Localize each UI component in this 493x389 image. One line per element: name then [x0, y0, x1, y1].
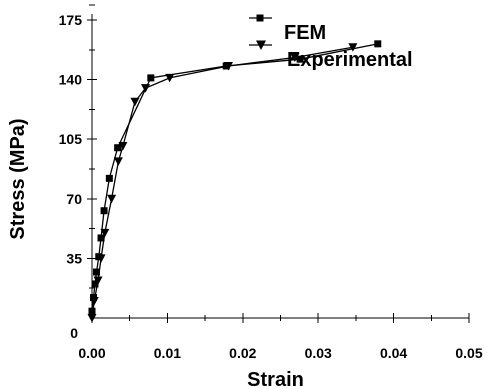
x-tick-label: 0.04	[380, 345, 407, 361]
y-ticks: 0 35 70 105 140 175	[59, 4, 97, 341]
y-tick-label: 70	[66, 191, 82, 207]
legend: FEM Experimental	[249, 14, 413, 71]
x-tick-label: 0.02	[229, 345, 256, 361]
legend-label-experimental: Experimental	[287, 49, 413, 71]
x-tick-label: 0.05	[455, 345, 482, 361]
legend-item-experimental: Experimental	[249, 40, 413, 71]
experimental-data-point	[223, 61, 233, 71]
fem-data-point	[91, 280, 99, 288]
y-tick-label: 175	[59, 12, 83, 28]
experimental-data-point	[118, 142, 128, 151]
y-tick-label: 105	[59, 131, 83, 147]
experimental-data-point	[93, 276, 103, 286]
x-tick-label: 0.03	[305, 345, 332, 361]
fem-data-point	[296, 55, 304, 63]
legend-marker-fem	[256, 14, 264, 22]
experimental-series-line	[91, 46, 353, 319]
experimental-data-point	[89, 296, 99, 306]
experimental-data-point	[348, 43, 358, 52]
experimental-data-point	[165, 73, 175, 83]
fem-data-point	[88, 307, 96, 315]
y-tick-label: 35	[66, 250, 82, 266]
x-ticks: 0.00 0.01 0.02 0.03 0.04 0.05	[78, 313, 483, 361]
fem-series-line	[91, 43, 378, 312]
legend-marker-experimental	[256, 40, 266, 50]
fem-data-point	[93, 268, 101, 276]
x-axis-title: Strain	[247, 369, 304, 389]
y-axis-title: Stress (MPa)	[7, 118, 29, 239]
experimental-data-point	[100, 228, 110, 238]
y-tick-label: 0	[70, 325, 78, 341]
x-tick-label: 0.00	[78, 345, 105, 361]
x-tick-label: 0.01	[154, 345, 181, 361]
experimental-data-point	[107, 194, 117, 204]
experimental-data-point	[290, 53, 300, 62]
fem-data-point	[147, 74, 155, 82]
legend-label-fem: FEM	[284, 22, 326, 44]
fem-data-point	[100, 207, 108, 215]
y-tick-label: 140	[59, 72, 83, 88]
experimental-data-point	[96, 254, 106, 263]
experimental-data-point	[141, 84, 151, 93]
experimental-series	[87, 43, 358, 323]
fem-data-point	[97, 234, 105, 242]
legend-item-fem: FEM	[249, 14, 326, 44]
experimental-data-point	[113, 157, 123, 166]
experimental-data-point	[130, 97, 140, 107]
experimental-data-point	[87, 314, 97, 323]
fem-series	[88, 40, 382, 315]
fem-data-point	[374, 40, 382, 48]
fem-data-point	[114, 144, 122, 152]
fem-data-point	[105, 174, 113, 182]
